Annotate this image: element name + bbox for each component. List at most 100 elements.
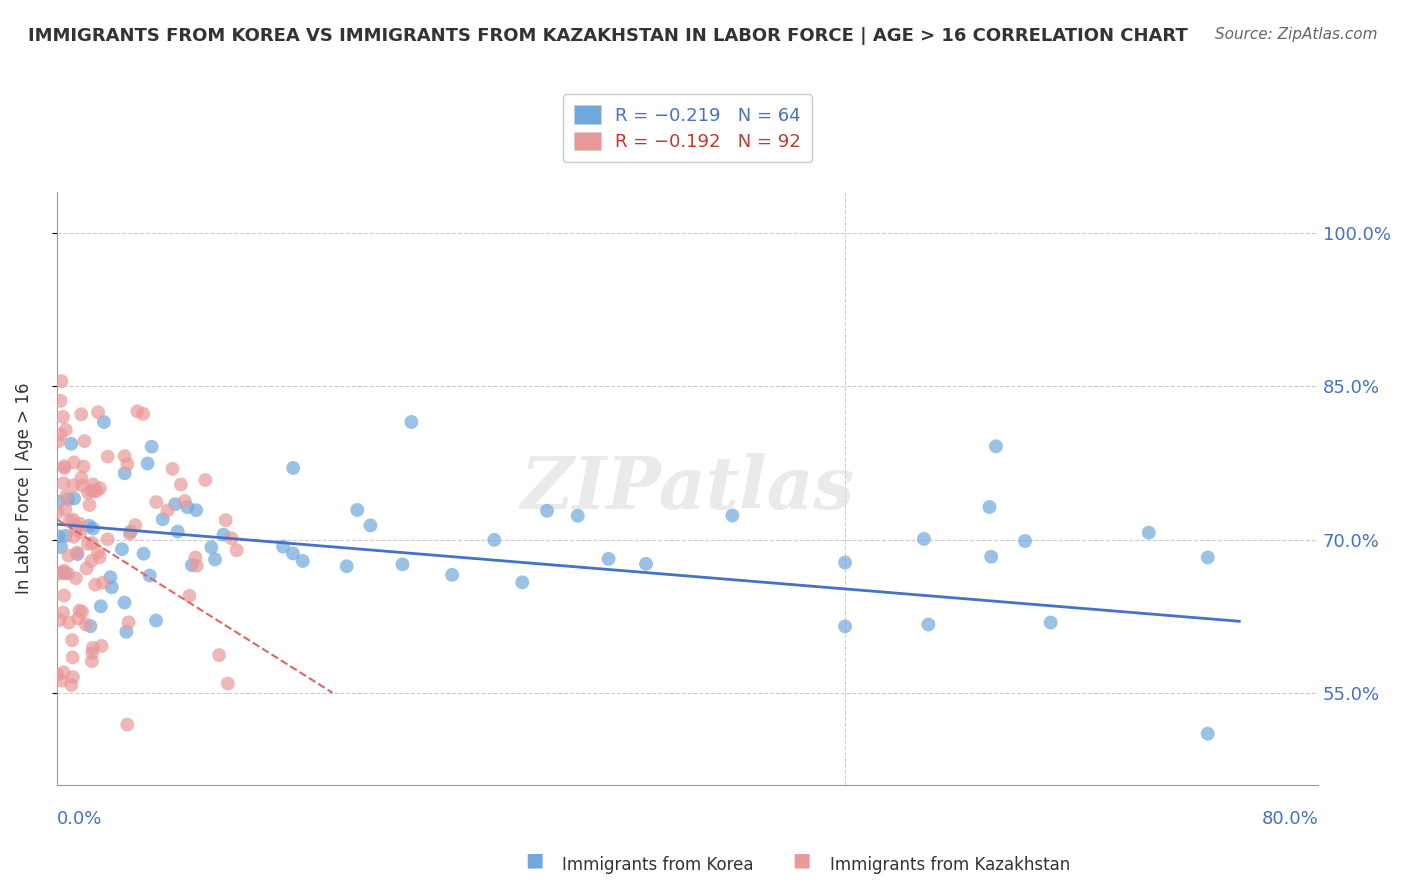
Point [111,542,134,557]
Point [79,619,101,633]
Point [271,540,294,554]
Point [53,589,76,603]
Point [912,532,935,546]
Point [217,676,239,690]
Point [48,529,70,543]
Point [391,558,413,572]
Point [984,439,1007,453]
Point [166,524,188,539]
Point [170,477,193,491]
Point [53,566,76,581]
Point [221,532,243,546]
Point [114,596,136,610]
Text: Source: ZipAtlas.com: Source: ZipAtlas.com [1215,27,1378,42]
Point [91,575,114,590]
Point [62,513,84,527]
Point [49,427,72,442]
Point [721,508,744,523]
Point [127,404,149,418]
Point [834,619,856,633]
Point [56,492,79,507]
Text: ■: ■ [524,850,544,869]
Point [70,605,93,619]
Point [93,415,115,429]
Point [979,500,1001,514]
Point [46,434,69,449]
Point [75,617,97,632]
Point [136,457,159,471]
Point [208,648,231,662]
Point [536,504,558,518]
Point [70,471,93,485]
Point [117,717,139,731]
Point [66,546,89,560]
Point [89,550,111,565]
Point [138,568,160,582]
Point [82,522,104,536]
Text: 80.0%: 80.0% [1261,810,1319,829]
Point [359,518,381,533]
Point [194,473,217,487]
Point [97,450,120,464]
Text: ■: ■ [792,850,811,869]
Point [65,522,87,536]
Point [55,502,77,516]
Point [152,512,174,526]
Point [62,670,84,684]
Text: ZIPatlas: ZIPatlas [520,453,855,524]
Point [69,525,91,540]
Point [215,513,238,527]
Point [80,483,103,498]
Point [76,561,98,575]
Point [82,646,104,660]
Point [82,640,104,655]
Point [117,457,139,471]
Point [55,489,77,503]
Text: IMMIGRANTS FROM KOREA VS IMMIGRANTS FROM KAZAKHSTAN IN LABOR FORCE | AGE > 16 CO: IMMIGRANTS FROM KOREA VS IMMIGRANTS FROM… [28,27,1188,45]
Point [77,537,100,551]
Point [184,550,207,565]
Point [162,462,184,476]
Point [53,459,76,474]
Legend: R = −0.219   N = 64, R = −0.192   N = 92: R = −0.219 N = 64, R = −0.192 N = 92 [562,95,811,162]
Point [84,577,107,591]
Point [49,540,72,554]
Point [281,546,304,560]
Point [132,407,155,421]
Point [118,526,141,541]
Point [65,571,87,585]
Point [67,611,90,625]
Point [132,547,155,561]
Point [63,455,86,469]
Point [56,566,79,581]
Point [48,613,70,627]
Point [52,476,75,491]
Point [82,477,104,491]
Point [401,415,423,429]
Point [225,543,247,558]
Point [165,497,187,511]
Point [86,483,108,498]
Point [100,570,122,584]
Point [186,503,208,517]
Point [1039,615,1062,630]
Point [82,536,104,550]
Point [62,650,84,665]
Point [46,566,69,581]
Point [510,575,533,590]
Point [52,665,75,680]
Point [46,495,69,509]
Point [80,554,103,568]
Point [156,503,179,517]
Point [567,508,589,523]
Point [336,559,359,574]
Point [51,673,73,688]
Point [212,527,235,541]
Point [72,459,94,474]
Point [917,617,939,632]
Point [117,615,139,630]
Point [291,554,314,568]
Point [114,449,136,463]
Point [101,580,124,594]
Point [66,547,89,561]
